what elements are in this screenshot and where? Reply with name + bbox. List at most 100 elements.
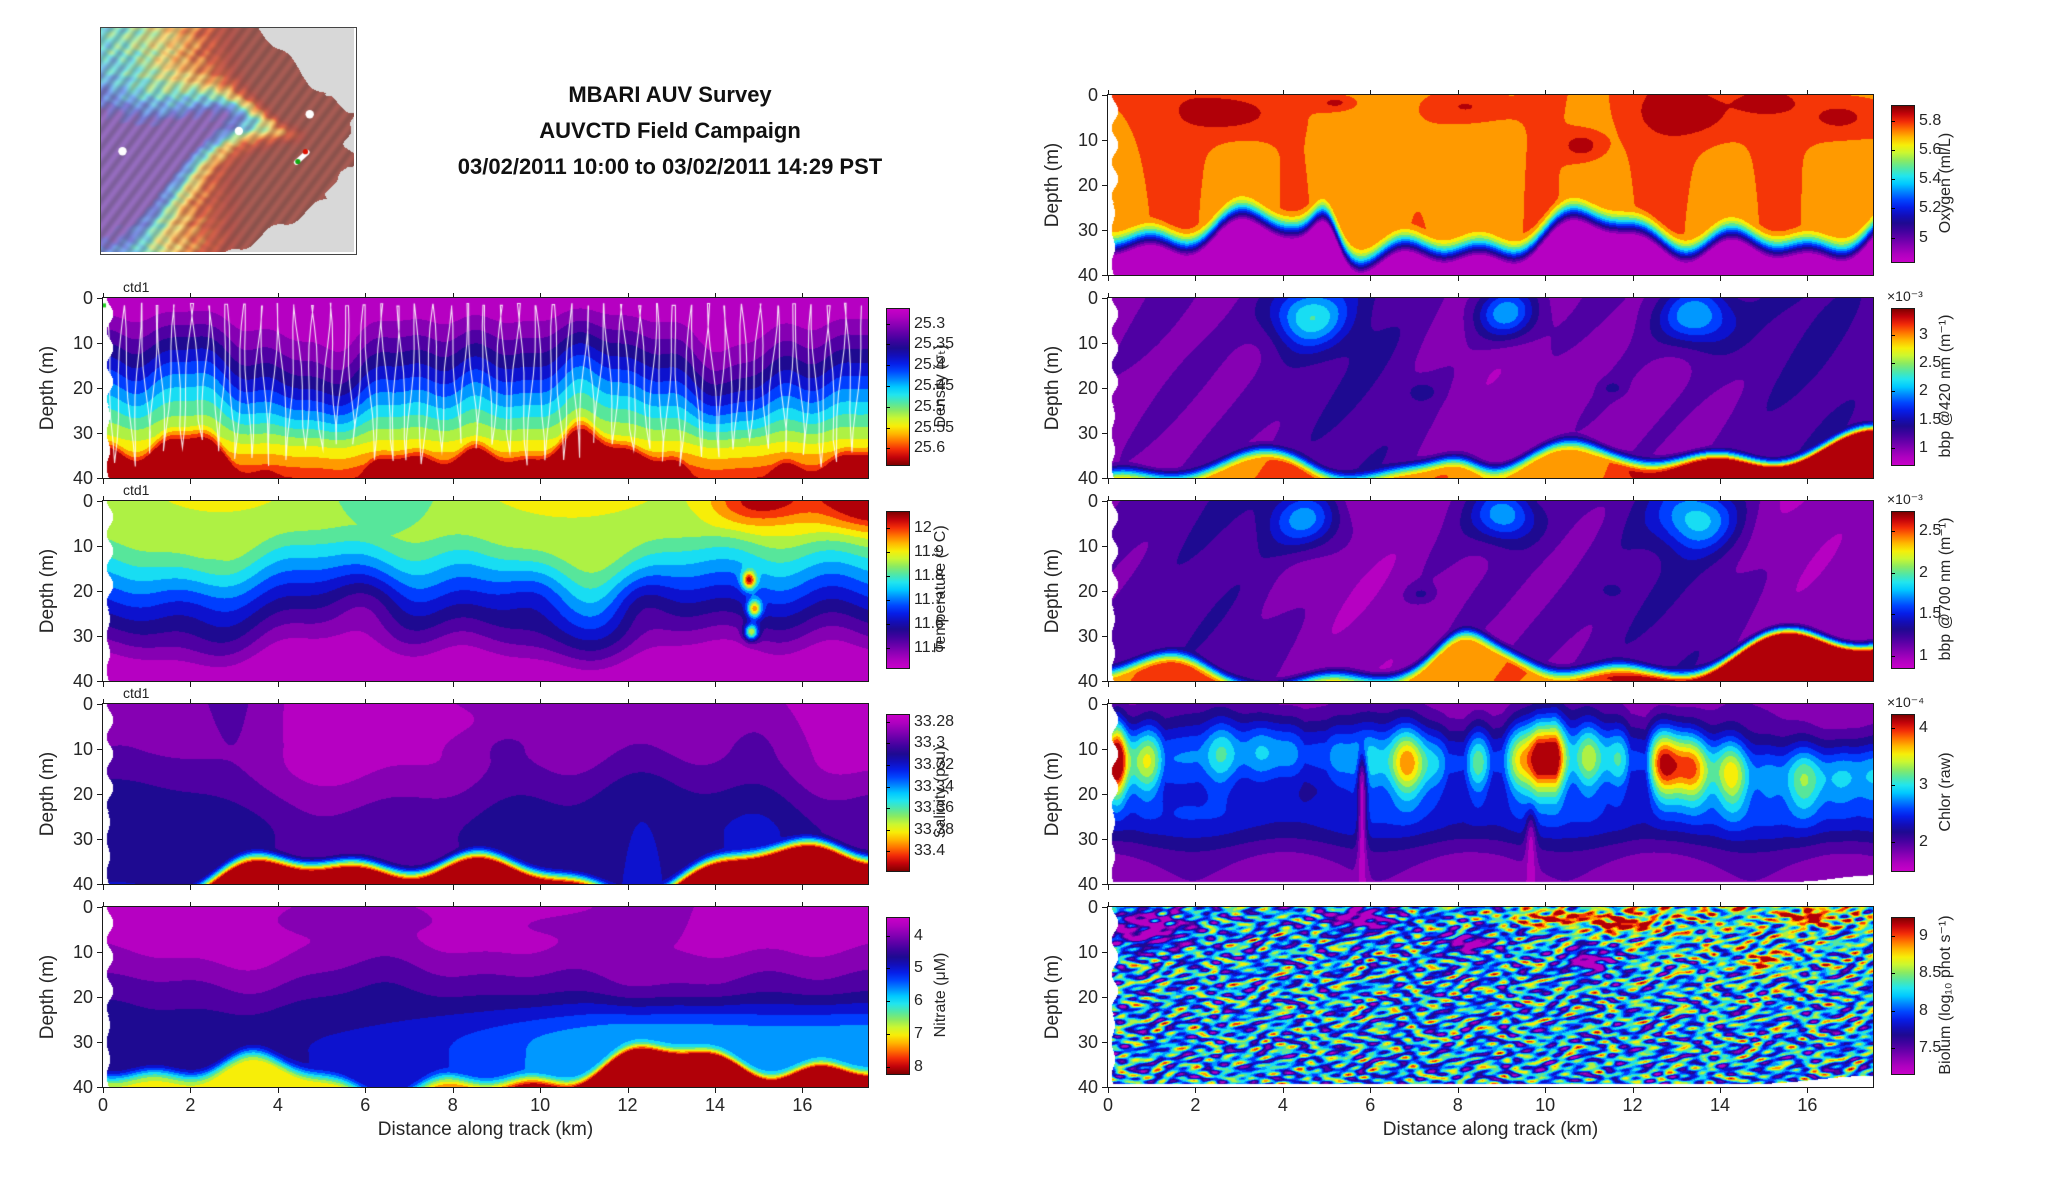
colorbar-tick-label: 11.8 [914,567,944,585]
tick-mark [1102,952,1108,953]
colorbar-tick-label: 4 [1919,719,1928,737]
colorbar-tick-label: 1.5 [1919,605,1942,623]
tick-mark [627,479,629,484]
x-tick-label: 4 [1277,1095,1288,1115]
tick-mark [1632,699,1634,703]
biolum-heatmap [1108,907,1873,1087]
tick-mark [540,1088,542,1093]
tick-mark [1891,728,1895,730]
y-tick-label: 0 [82,288,93,308]
tick-mark [1102,591,1108,592]
tick-mark [802,293,804,297]
tick-mark [1720,90,1721,94]
colorbar-axis-label-biolum: Biolum (log₁₀ phot s⁻¹) [1937,915,1954,1075]
bbp420-heatmap [1108,298,1873,478]
tick-mark [886,829,890,831]
density-heatmap [103,298,868,478]
x-tick-label: 2 [185,1095,196,1115]
colorbar-tick-label: 12 [914,519,932,537]
tick-mark [540,293,542,297]
tick-mark [1370,276,1372,281]
tick-mark [1195,479,1197,484]
tick-mark [1108,479,1109,484]
tick-mark [103,1088,104,1093]
tick-mark [886,600,890,602]
panel-chlor [1107,703,1874,885]
colorbar-tick-label: 2.5 [1919,353,1942,371]
tick-mark [715,682,716,687]
tick-mark [1370,885,1372,890]
tick-mark [1891,362,1895,364]
tick-mark [540,479,542,484]
y-axis-label: Depth (m) [1042,954,1063,1040]
colorbar-tick-label: 9 [1919,926,1928,944]
colorbar-tick-label: 25.6 [914,439,946,457]
tick-mark [886,808,890,810]
tick-mark [277,682,279,687]
panel-nitrate [102,906,869,1088]
colorbar-tick-label: 1.5 [1919,410,1942,428]
tick-mark [97,997,103,998]
tick-mark [1632,293,1634,297]
colorbar-multiplier: ×10⁻⁴ [1887,694,1925,710]
tick-mark [1891,1010,1895,1012]
nitrate-heatmap [103,907,868,1087]
tick-mark [1545,496,1547,500]
tick-mark [103,902,104,906]
tick-mark [190,885,192,890]
y-tick-label: 10 [72,536,93,556]
tick-mark [1632,1088,1634,1093]
x-tick-label: 0 [97,1095,108,1115]
tick-mark [365,479,367,484]
y-tick-label: 20 [72,581,93,601]
colorbar-tick-label: 25.45 [914,377,955,394]
tick-mark [1108,496,1109,500]
tick-mark [1807,496,1809,500]
tick-mark [1370,699,1372,703]
tick-mark [1102,997,1108,998]
tick-mark [1457,479,1459,484]
tick-mark [97,952,103,953]
tick-mark [1891,149,1895,151]
tick-mark [1720,699,1721,703]
tick-mark [365,496,367,500]
y-tick-label: 0 [1087,288,1098,308]
tick-mark [886,427,890,429]
salinity-heatmap [103,704,868,884]
chlor-heatmap [1108,704,1873,884]
tick-mark [627,682,629,687]
tick-mark [1807,1088,1809,1093]
colorbar-tick-label: 33.28 [914,712,955,730]
tick-mark [1807,479,1809,484]
tick-mark [97,591,103,592]
tick-mark [452,885,454,890]
tick-mark [1720,276,1721,281]
tick-mark [1102,140,1108,141]
tick-mark [715,699,716,703]
colorbar-axis-label-salinity: Salinity (psu) [932,745,949,839]
colorbar-multiplier: ×10⁻³ [1887,491,1923,507]
colorbar-tick-label: 8 [1919,1001,1928,1019]
x-axis-label: Distance along track (km) [377,1119,594,1140]
tick-mark [886,648,890,650]
tick-mark [97,794,103,795]
colorbar-axis-label-chlor: Chlor (raw) [1937,752,1954,832]
y-tick-label: 0 [1087,897,1098,917]
colorbar-tick-label: 6 [914,992,923,1010]
tick-mark [1282,699,1284,703]
y-axis-label: Depth (m) [37,751,58,837]
tick-mark [1108,682,1109,687]
y-tick-label: 20 [72,784,93,804]
tick-mark [1102,501,1108,502]
x-tick-label: 2 [1190,1095,1201,1115]
x-tick-label: 6 [360,1095,371,1115]
tick-mark [1891,973,1895,975]
tick-mark [1102,1087,1108,1088]
colorbar-tick-label: 5.6 [1919,140,1942,158]
tick-mark [1195,496,1197,500]
tick-mark [1720,479,1721,484]
figure-subtitle: AUVCTD Field Campaign [539,118,801,143]
tick-mark [277,699,279,703]
x-tick-label: 14 [1709,1095,1731,1115]
